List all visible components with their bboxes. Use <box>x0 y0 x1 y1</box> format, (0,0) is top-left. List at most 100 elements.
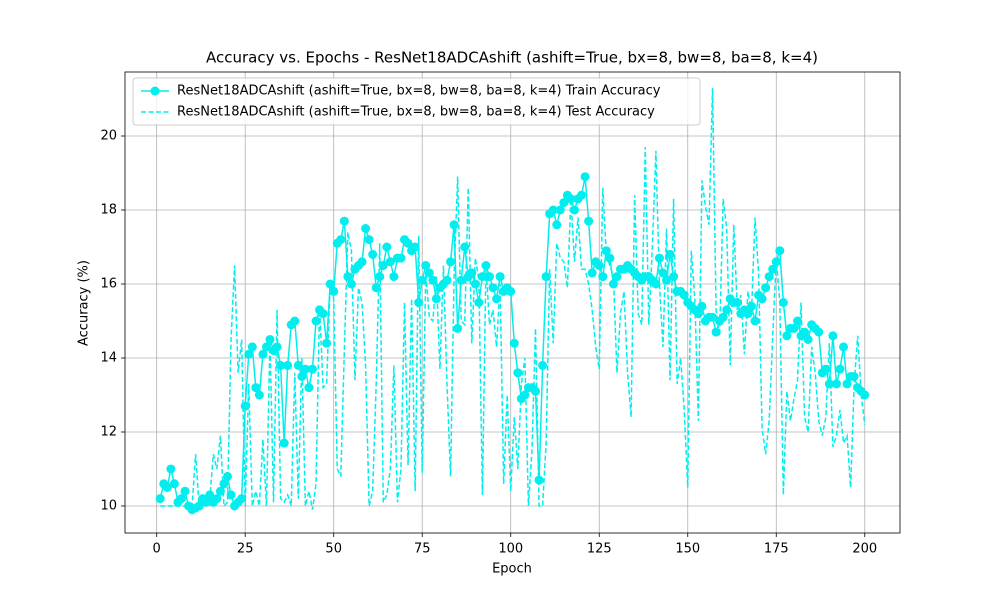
data-point <box>237 494 247 504</box>
x-axis-label: Epoch <box>492 562 532 577</box>
data-point <box>244 349 254 359</box>
data-point <box>743 309 753 319</box>
x-tick-label: 0 <box>153 542 161 557</box>
data-point <box>219 479 229 489</box>
data-point <box>361 224 371 234</box>
data-point <box>385 257 395 267</box>
data-point <box>860 390 870 400</box>
data-point <box>538 360 548 370</box>
chart-title: Accuracy vs. Epochs - ResNet18ADCAshift … <box>206 49 818 67</box>
data-point <box>598 272 608 282</box>
y-tick-label: 12 <box>100 424 117 439</box>
data-point <box>318 309 328 319</box>
x-tick-label: 125 <box>587 542 612 557</box>
data-point <box>775 246 785 256</box>
data-point <box>594 261 604 271</box>
data-point <box>708 312 718 322</box>
x-tick-label: 25 <box>237 542 254 557</box>
x-tick-label: 150 <box>675 542 700 557</box>
data-point <box>552 220 562 230</box>
data-point <box>605 253 615 263</box>
data-point <box>651 279 661 289</box>
data-point <box>343 272 353 282</box>
data-point <box>548 205 558 215</box>
data-point <box>180 486 190 496</box>
data-point <box>513 368 523 378</box>
data-point <box>261 342 271 352</box>
legend: ResNet18ADCAshift (ashift=True, bx=8, bw… <box>132 77 701 126</box>
data-point <box>842 379 852 389</box>
x-tick-label: 175 <box>764 542 789 557</box>
data-point <box>431 294 441 304</box>
data-point <box>662 275 672 285</box>
data-point <box>580 172 590 182</box>
data-point <box>212 494 222 504</box>
data-point <box>424 268 434 278</box>
data-point <box>474 298 484 307</box>
data-point <box>814 327 824 337</box>
data-point <box>559 198 569 208</box>
data-point <box>155 494 165 504</box>
data-point <box>484 272 494 282</box>
data-point <box>789 323 799 333</box>
data-point <box>669 272 679 282</box>
data-point <box>577 190 587 200</box>
data-point <box>254 390 264 400</box>
data-point <box>403 238 413 248</box>
data-point <box>307 364 317 374</box>
data-point <box>169 479 179 489</box>
data-point <box>166 464 176 474</box>
data-point <box>697 301 707 311</box>
data-point <box>679 290 689 300</box>
data-point <box>176 494 186 504</box>
data-point <box>711 327 721 337</box>
data-point <box>247 342 257 352</box>
data-point <box>771 257 781 267</box>
x-tick-label: 50 <box>325 542 342 557</box>
data-point <box>531 386 541 396</box>
data-point <box>612 272 622 282</box>
data-point <box>764 272 774 282</box>
legend-label: ResNet18ADCAshift (ashift=True, bx=8, bw… <box>177 84 661 99</box>
data-point <box>279 438 289 448</box>
x-tick-label: 75 <box>414 542 431 557</box>
legend-marker <box>150 86 160 96</box>
data-point <box>357 257 367 267</box>
data-point <box>251 383 261 393</box>
data-point <box>456 275 466 285</box>
data-point <box>421 261 431 271</box>
y-axis-label: Accuracy (%) <box>77 260 92 346</box>
data-point <box>290 316 300 326</box>
data-point <box>396 253 406 263</box>
plot-frame <box>124 71 901 534</box>
data-point <box>162 482 172 492</box>
data-point <box>265 334 275 344</box>
data-point <box>495 272 505 282</box>
data-point <box>803 334 813 344</box>
data-point <box>587 268 597 278</box>
data-point <box>722 305 732 315</box>
data-point <box>835 364 845 374</box>
data-point <box>311 316 321 326</box>
data-point <box>364 235 374 245</box>
data-point <box>449 220 459 230</box>
data-point <box>346 279 356 289</box>
data-point <box>555 205 565 215</box>
data-point <box>566 194 576 204</box>
data-point <box>226 490 236 500</box>
data-point <box>414 298 424 307</box>
y-tick-label: 16 <box>100 277 117 292</box>
legend-box <box>132 77 701 126</box>
y-tick-label: 20 <box>100 129 117 144</box>
data-point <box>782 331 792 341</box>
data-point <box>300 364 310 374</box>
y-tick-label: 14 <box>100 350 117 365</box>
data-point <box>488 283 498 293</box>
data-point <box>410 242 420 252</box>
data-point <box>382 242 392 252</box>
data-point <box>460 242 470 252</box>
data-point <box>541 272 551 282</box>
data-point <box>849 371 859 381</box>
data-point <box>283 360 293 370</box>
